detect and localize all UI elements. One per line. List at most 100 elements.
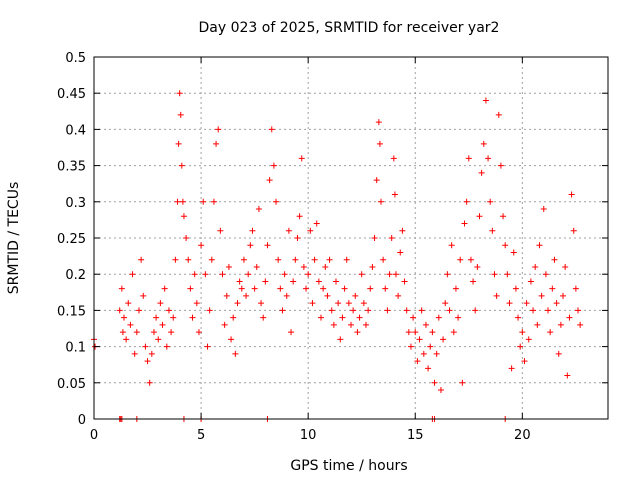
data-point	[232, 350, 239, 357]
data-point	[362, 321, 369, 328]
data-point	[198, 242, 205, 249]
data-point	[193, 300, 200, 307]
data-point	[549, 285, 556, 292]
data-point	[213, 140, 220, 147]
data-point	[437, 387, 444, 394]
data-point	[322, 263, 329, 270]
y-tick-label: 0.3	[65, 196, 86, 211]
data-point	[500, 213, 507, 220]
data-point	[240, 256, 247, 263]
y-tick-label: 0.25	[57, 232, 86, 247]
data-point	[562, 263, 569, 270]
data-point	[422, 321, 429, 328]
data-point	[440, 336, 447, 343]
data-point	[493, 292, 500, 299]
data-point	[268, 126, 275, 133]
data-point	[195, 329, 202, 336]
data-point	[206, 307, 213, 314]
data-point	[170, 314, 177, 321]
data-point	[463, 198, 470, 205]
data-point	[358, 271, 365, 278]
data-point	[373, 177, 380, 184]
data-point	[478, 169, 485, 176]
y-tick-label: 0.15	[57, 304, 86, 319]
data-point	[189, 314, 196, 321]
data-point	[382, 285, 389, 292]
data-point	[238, 285, 245, 292]
data-point	[245, 271, 252, 278]
data-point	[230, 314, 237, 321]
data-point	[512, 285, 519, 292]
data-point	[420, 350, 427, 357]
data-point	[566, 314, 573, 321]
data-point	[371, 235, 378, 241]
data-point	[502, 242, 509, 249]
data-point	[530, 307, 537, 314]
y-axis-label: SRMTID / TECUs	[6, 182, 22, 295]
data-point	[390, 155, 397, 162]
data-point	[564, 372, 571, 379]
data-point	[515, 314, 522, 321]
data-point	[260, 314, 267, 321]
data-point	[425, 365, 432, 372]
data-point	[397, 249, 404, 256]
data-point	[118, 285, 125, 292]
data-point	[228, 336, 235, 343]
data-point	[523, 300, 530, 307]
y-tick-label: 0.4	[65, 123, 86, 138]
data-point	[495, 111, 502, 118]
x-tick-label: 5	[197, 428, 205, 443]
data-point	[324, 292, 331, 299]
data-point	[392, 271, 399, 278]
data-point	[560, 292, 567, 299]
data-point	[532, 263, 539, 270]
data-point	[204, 343, 211, 350]
data-point	[183, 235, 190, 241]
y-tick-label: 0.45	[57, 87, 86, 102]
y-tick-label: 0.5	[65, 51, 86, 66]
x-tick-label: 15	[407, 428, 424, 443]
data-point	[277, 285, 284, 292]
data-point	[540, 206, 547, 213]
x-tick-label: 0	[90, 428, 98, 443]
data-point	[172, 256, 179, 263]
data-point	[223, 292, 230, 299]
data-point	[521, 358, 528, 365]
data-point	[553, 300, 560, 307]
data-point	[247, 242, 254, 249]
data-point	[328, 307, 335, 314]
data-point	[343, 256, 350, 263]
y-tick-label: 0.1	[65, 341, 86, 356]
data-point	[123, 336, 130, 343]
data-point	[210, 198, 217, 205]
data-point	[405, 329, 412, 336]
data-point	[140, 292, 147, 299]
data-point	[221, 321, 228, 328]
data-point	[337, 336, 344, 343]
data-point	[431, 379, 438, 386]
data-point	[180, 213, 187, 220]
data-point	[330, 321, 337, 328]
data-point	[375, 119, 382, 126]
data-point	[461, 220, 468, 227]
y-tick-label: 0.05	[57, 377, 86, 392]
data-point	[138, 256, 145, 263]
data-point	[148, 350, 155, 357]
data-point	[236, 278, 243, 285]
data-point	[234, 300, 241, 307]
data-point	[311, 256, 318, 263]
data-points	[91, 90, 584, 422]
data-point	[407, 343, 414, 350]
data-point	[450, 329, 457, 336]
data-point	[165, 307, 172, 314]
data-point	[474, 263, 481, 270]
data-point	[555, 350, 562, 357]
data-point	[401, 278, 408, 285]
data-point	[508, 365, 515, 372]
data-point	[489, 227, 496, 234]
data-point	[179, 198, 186, 205]
data-point	[491, 271, 498, 278]
data-point	[288, 329, 295, 336]
data-point	[399, 227, 406, 234]
